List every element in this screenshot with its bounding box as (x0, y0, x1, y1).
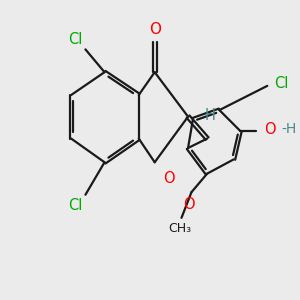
Text: Cl: Cl (68, 32, 83, 46)
Text: CH₃: CH₃ (169, 222, 192, 235)
Text: O: O (183, 197, 195, 212)
Text: -H: -H (281, 122, 297, 136)
Text: Cl: Cl (68, 198, 83, 213)
Text: H: H (205, 108, 215, 123)
Text: O: O (264, 122, 276, 137)
Text: O: O (149, 22, 161, 37)
Text: O: O (163, 171, 175, 186)
Text: Cl: Cl (274, 76, 289, 91)
